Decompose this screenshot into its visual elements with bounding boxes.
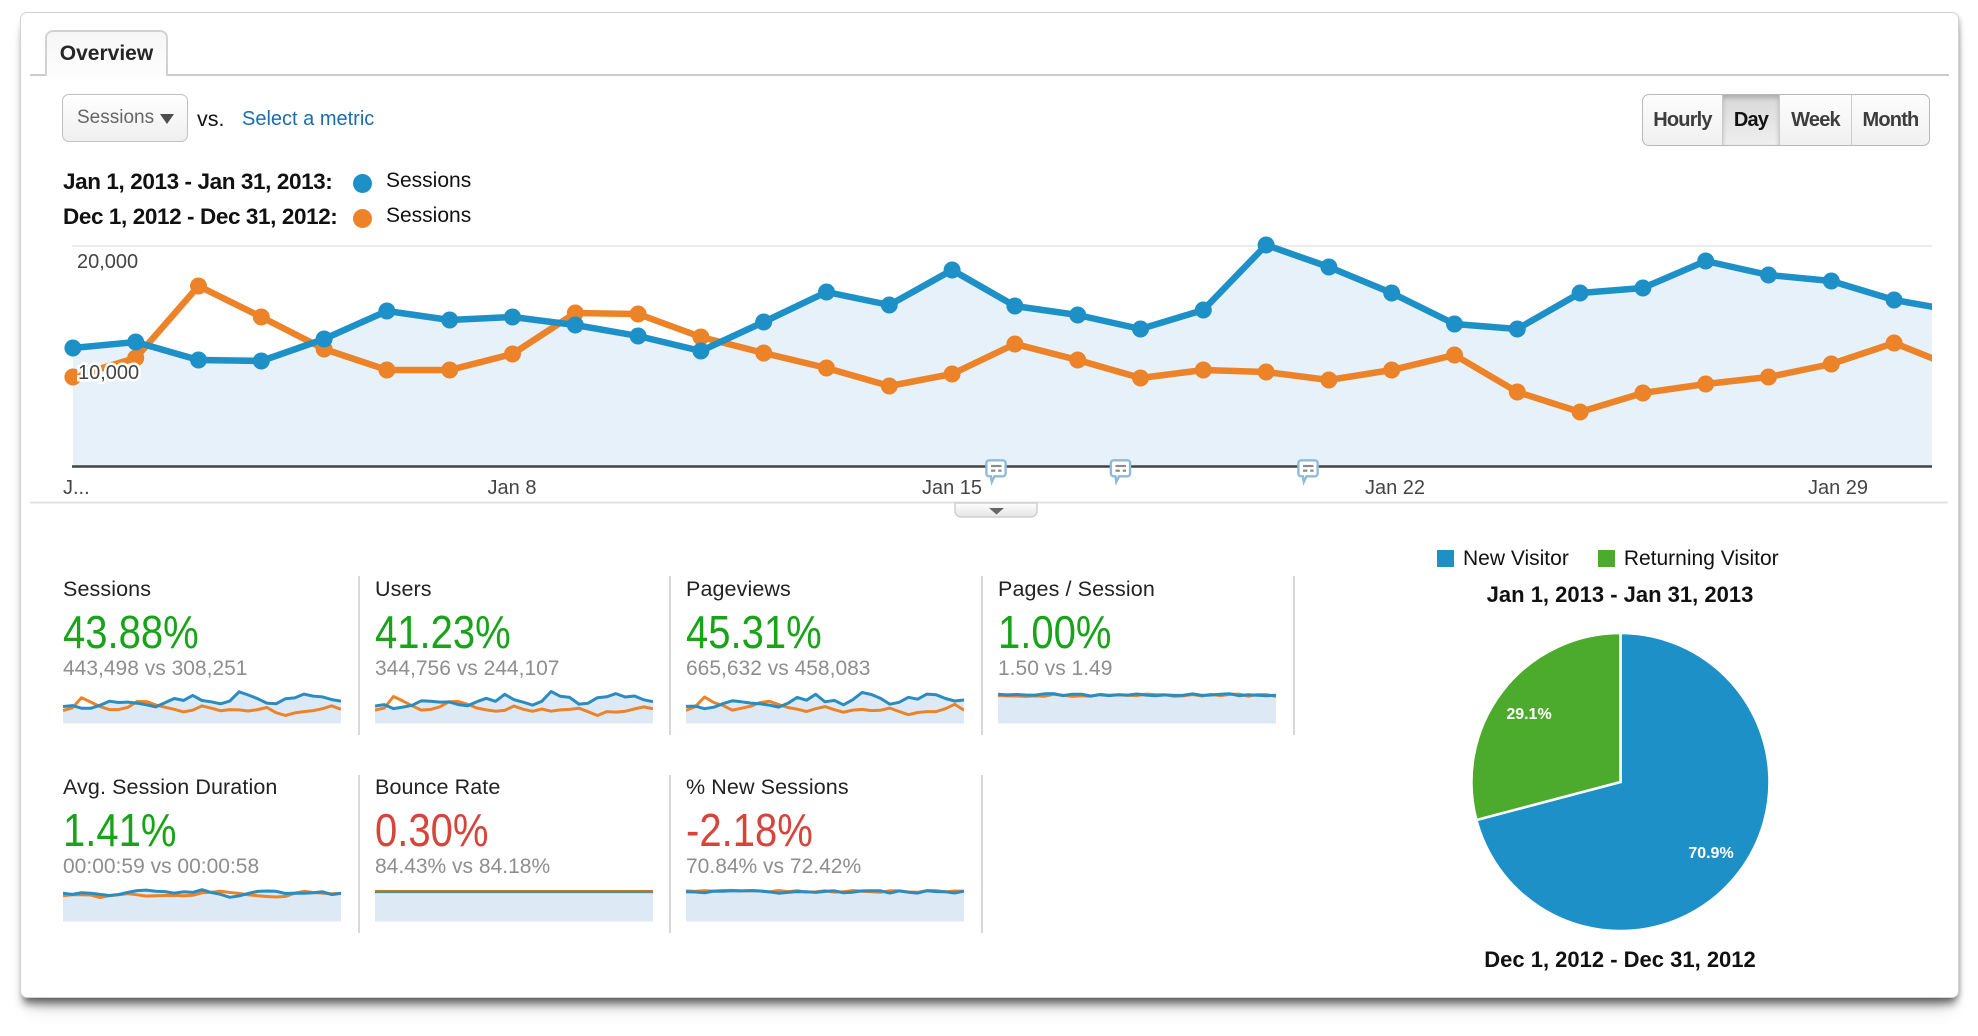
svg-text:70.9%: 70.9% (1688, 845, 1733, 862)
svg-text:Jan 8: Jan 8 (488, 477, 537, 499)
svg-text:29.1%: 29.1% (1506, 706, 1551, 723)
svg-text:Jan 15: Jan 15 (922, 477, 982, 499)
svg-text:20,000: 20,000 (77, 251, 138, 273)
svg-text:10,000: 10,000 (78, 362, 139, 384)
svg-text:J...: J... (63, 477, 90, 499)
svg-text:Jan 22: Jan 22 (1365, 477, 1425, 499)
svg-text:Jan 29: Jan 29 (1808, 477, 1868, 499)
